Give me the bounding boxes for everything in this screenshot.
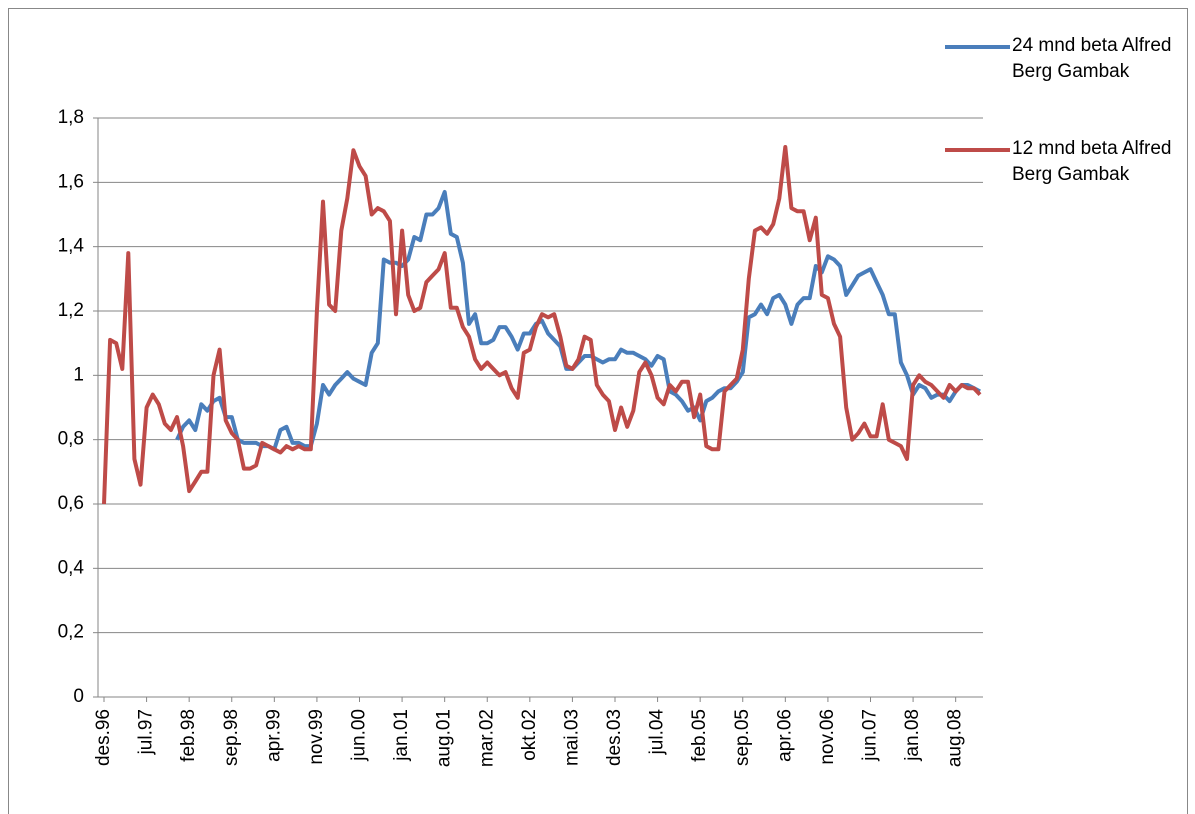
legend-label: 24 mnd beta Alfred Berg Gambak (1012, 35, 1172, 82)
series-line (102, 145, 982, 505)
y-tick-label: 0,4 (58, 557, 85, 578)
x-tick-label: sep.98 (221, 709, 242, 766)
y-tick-label: 0,6 (58, 493, 84, 514)
x-tick-label: jul.97 (136, 709, 157, 755)
y-tick-label: 1,4 (58, 236, 85, 257)
y-tick-label: 0,8 (58, 429, 84, 450)
y-tick-label: 0 (73, 686, 84, 707)
x-tick-label: apr.06 (774, 709, 795, 762)
x-tick-label: jan.01 (391, 709, 412, 762)
x-tick-label: mar.02 (476, 709, 497, 767)
x-tick-label: nov.99 (306, 709, 327, 765)
legend-label: 12 mnd beta Alfred Berg Gambak (1012, 138, 1172, 185)
x-tick-label: jul.04 (647, 709, 668, 756)
frame (8, 8, 1188, 814)
series-line (175, 190, 981, 452)
x-tick-label: apr.99 (263, 709, 284, 762)
y-tick-label: 1,8 (58, 107, 84, 128)
x-tick-label: des.96 (93, 709, 114, 766)
x-tick-label: sep.05 (732, 709, 753, 766)
y-tick-label: 0,2 (58, 622, 84, 643)
x-tick-label: jan.08 (902, 709, 923, 762)
x-tick-label: feb.98 (178, 709, 199, 762)
x-tick-label: des.03 (604, 709, 625, 766)
x-tick-label: nov.06 (817, 709, 838, 765)
x-tick-label: jun.00 (349, 709, 370, 762)
y-tick-label: 1,6 (58, 171, 84, 192)
x-tick-label: feb.05 (689, 709, 710, 762)
y-tick-label: 1 (73, 364, 84, 385)
x-tick-label: jun.07 (860, 709, 881, 762)
x-tick-label: okt.02 (519, 709, 540, 761)
y-tick-label: 1,2 (58, 300, 84, 321)
x-tick-label: aug.01 (434, 709, 455, 767)
x-tick-label: aug.08 (945, 709, 966, 767)
x-tick-label: mai.03 (561, 709, 582, 766)
